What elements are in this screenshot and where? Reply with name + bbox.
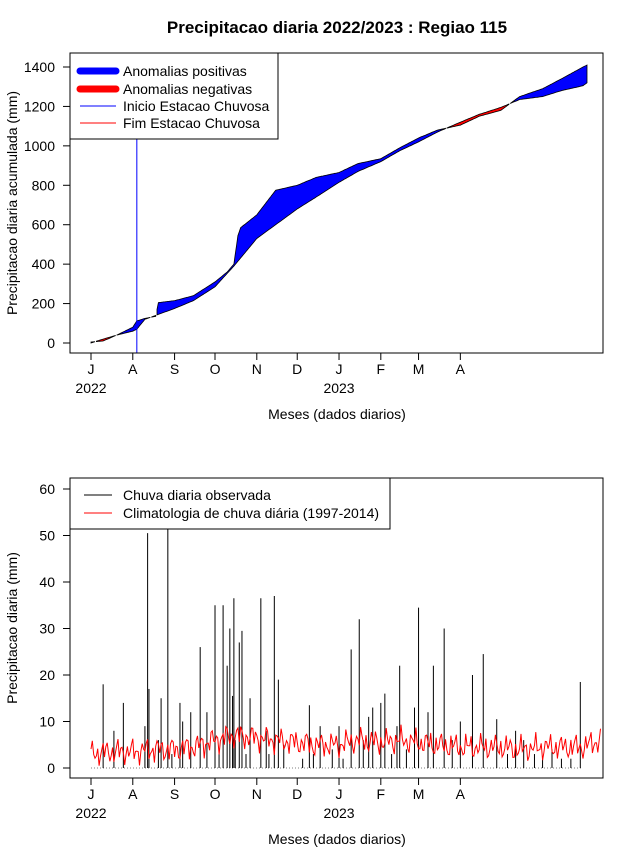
legend-label-climatology: Climatologia de chuva diária (1997-2014) [123,505,379,521]
y-tick-label: 400 [32,256,56,272]
legend-label-positive: Anomalias positivas [123,63,247,79]
y-tick-label: 0 [47,335,55,351]
chart-title: Precipitacao diaria 2022/2023 : Regiao 1… [167,18,507,37]
cumulative-chart: 0 200 400 600 800 1000 1200 1400 J A S O N D J F M A 2022 2… [4,52,604,422]
y-tick-label: 60 [39,481,55,497]
y-tick-label: 800 [32,177,56,193]
cumulative-ylabel: Precipitacao diaria acumulada (mm) [4,91,20,315]
legend-box [69,477,391,530]
x-tick-label: J [336,786,343,802]
x-tick-label: A [456,786,466,802]
x-tick-label: N [252,361,262,377]
legend-label-observed: Chuva diaria observada [123,487,271,503]
x-tick-label: A [128,786,138,802]
x-tick-label: D [292,786,302,802]
legend-box [69,52,279,140]
daily-marks [90,479,601,769]
legend-label-end: Fim Estacao Chuvosa [123,115,260,131]
positive-anomaly-area [509,64,588,104]
negative-anomaly-area [151,314,157,318]
y-tick-label: 1400 [24,59,55,75]
y-tick-label: 200 [32,296,56,312]
x-tick-label: J [88,361,95,377]
y-tick-label: 1000 [24,138,55,154]
x-tick-label: M [413,786,425,802]
y-tick-label: 1200 [24,98,55,114]
x-tick-label: A [456,361,466,377]
x-year-label: 2023 [323,805,354,821]
daily-ylabel: Precipitacao diaria (mm) [4,552,20,704]
x-tick-label: F [377,361,386,377]
y-tick-label: 0 [47,760,55,776]
climatology-line [90,724,601,766]
negative-anomaly-area [446,103,510,129]
legend-label-start: Inicio Estacao Chuvosa [123,98,270,114]
positive-anomaly-area [116,317,151,336]
cumulative-marks [90,53,588,353]
y-tick-label: 50 [39,528,55,544]
x-tick-label: S [170,361,179,377]
y-tick-label: 600 [32,217,56,233]
legend-label-negative: Anomalias negativas [123,81,252,97]
daily-xlabel: Meses (dados diarios) [268,831,406,847]
x-tick-label: J [336,361,343,377]
y-tick-label: 30 [39,621,55,637]
positive-anomaly-area [156,127,446,316]
x-year-label: 2023 [323,380,354,396]
x-tick-label: N [252,786,262,802]
y-tick-label: 40 [39,574,55,590]
cumulative-legend: Anomalias positivas Anomalias negativas … [69,52,279,140]
cumulative-xlabel: Meses (dados diarios) [268,406,406,422]
x-tick-label: O [210,361,221,377]
x-tick-label: J [88,786,95,802]
y-tick-label: 20 [39,667,55,683]
daily-axes: 0 10 20 30 40 50 60 J A S O N D J F M A 2022 2023 [39,481,583,821]
daily-chart: 0 10 20 30 40 50 60 J A S O N D J F M A 2022 2023 Precipit… [4,477,604,847]
x-tick-label: S [170,786,179,802]
x-tick-label: O [210,786,221,802]
negative-anomaly-area [96,334,116,343]
daily-legend: Chuva diaria observada Climatologia de c… [69,477,391,530]
y-tick-label: 10 [39,714,55,730]
x-tick-label: F [377,786,386,802]
x-tick-label: M [413,361,425,377]
x-tick-label: D [292,361,302,377]
positive-anomaly-area [90,341,96,344]
x-tick-label: A [128,361,138,377]
x-year-label: 2022 [75,380,106,396]
x-year-label: 2022 [75,805,106,821]
cumulative-plot-frame [69,52,604,354]
